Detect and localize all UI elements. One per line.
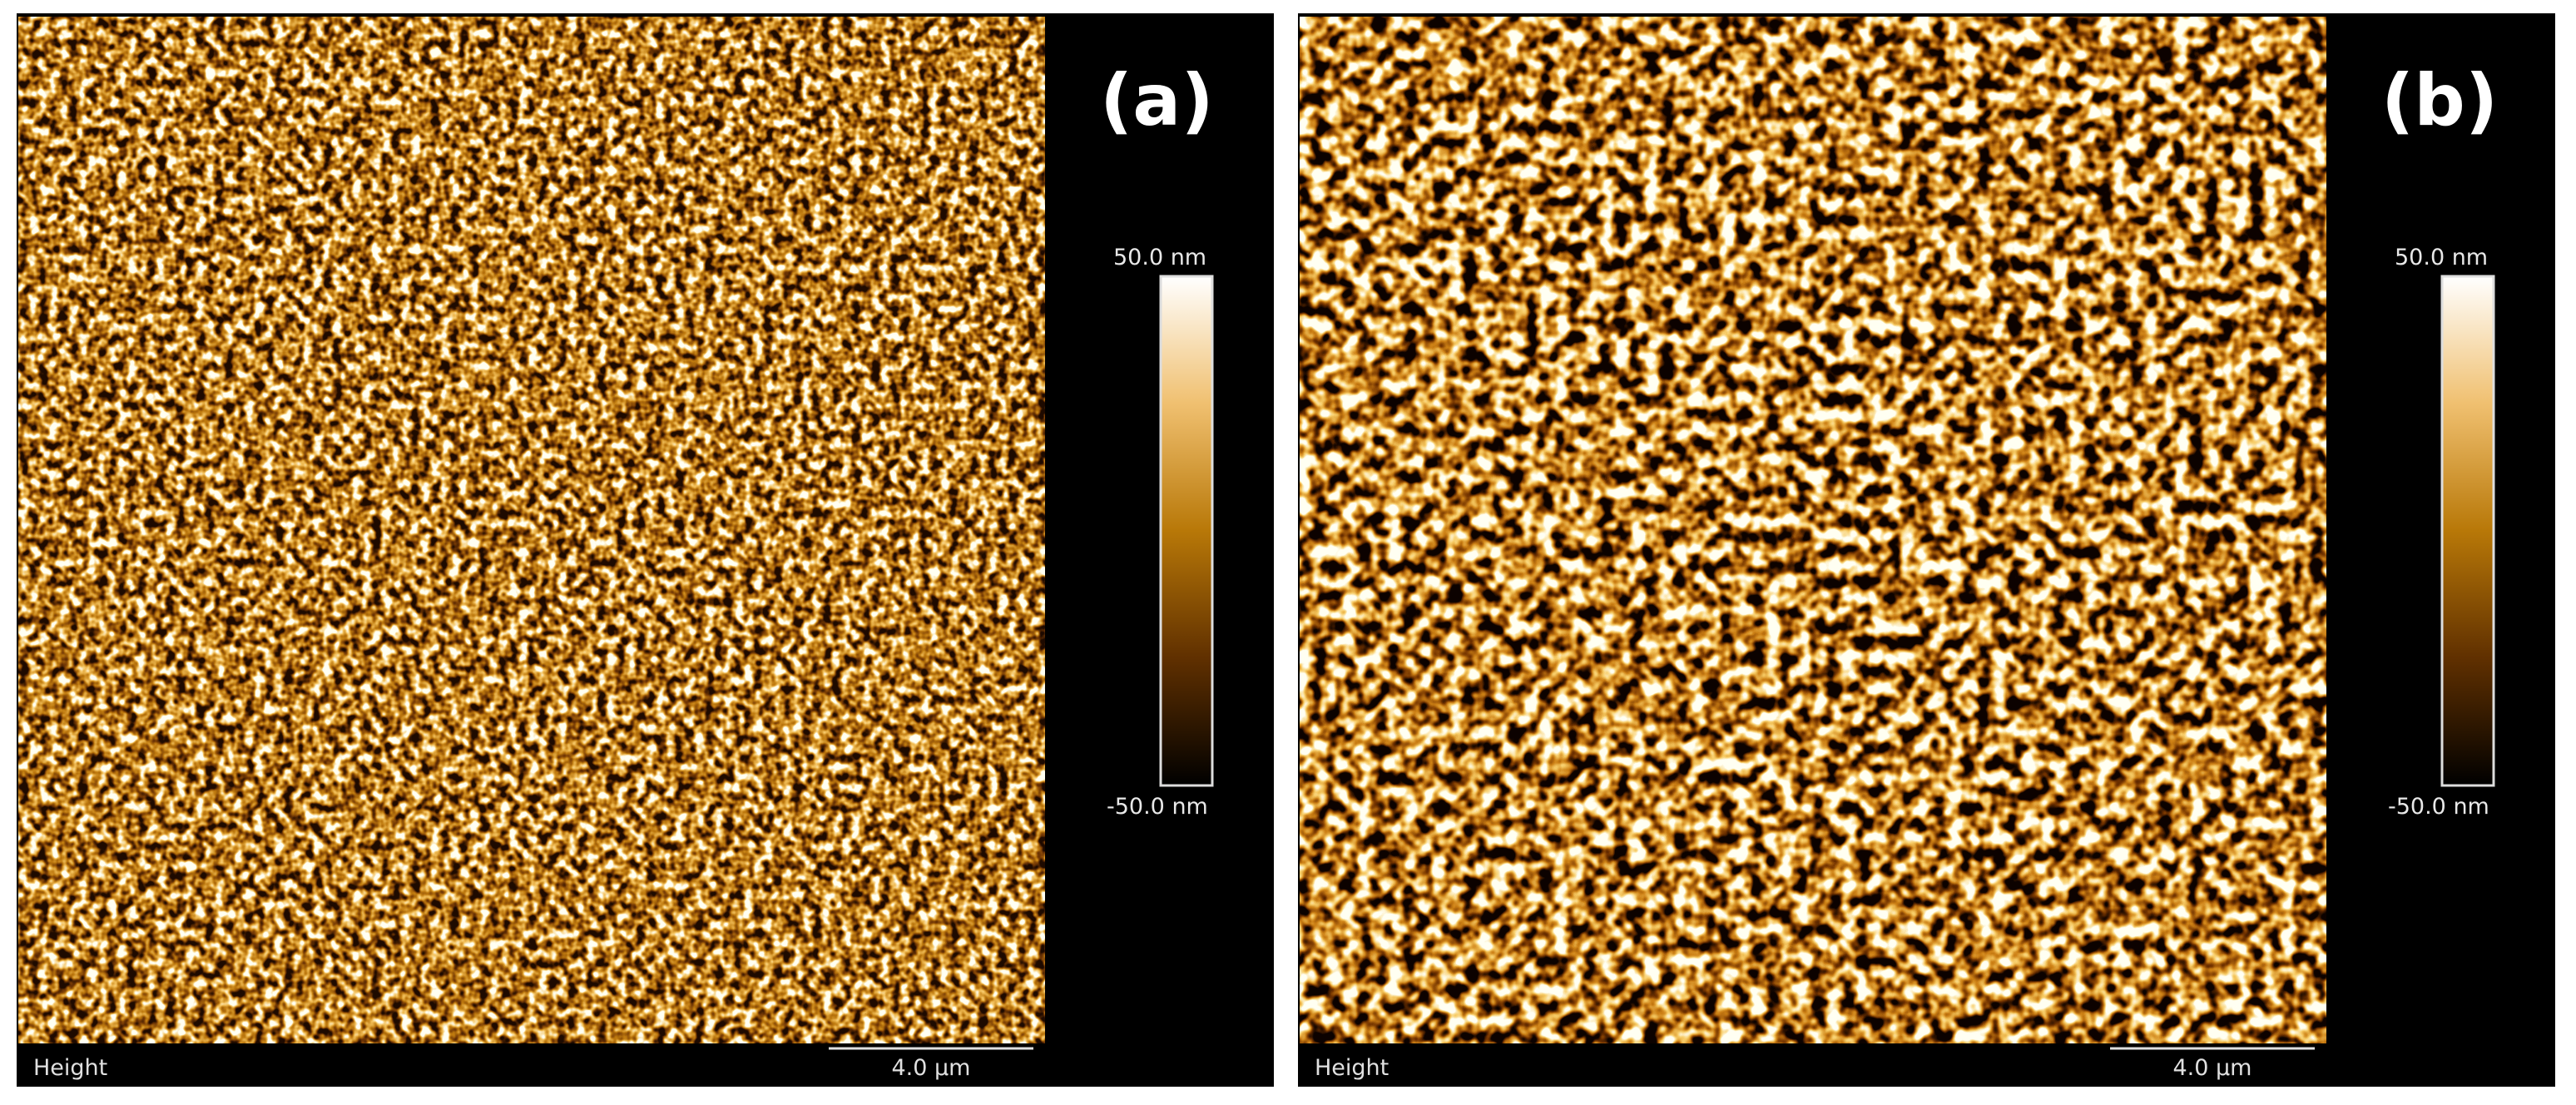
panel-a: (a) 50.0 nm -50.0 nm Height 4.0 µm xyxy=(17,13,1274,1087)
colorbar xyxy=(2440,275,2495,787)
afm-image xyxy=(1300,17,2326,1043)
panel-label: (b) xyxy=(2381,59,2498,142)
afm-image xyxy=(18,17,1045,1043)
channel-label: Height xyxy=(33,1055,107,1081)
channel-label: Height xyxy=(1315,1055,1389,1081)
scale-bar-label: 4.0 µm xyxy=(891,1055,970,1081)
colorbar-min: -50.0 nm xyxy=(2388,794,2489,820)
colorbar-max: 50.0 nm xyxy=(2395,245,2488,270)
panel-b: (b) 50.0 nm -50.0 nm Height 4.0 µm xyxy=(1298,13,2555,1087)
colorbar-max: 50.0 nm xyxy=(1113,245,1206,270)
scale-bar-label: 4.0 µm xyxy=(2172,1055,2252,1081)
colorbar xyxy=(1159,275,1214,787)
panel-label: (a) xyxy=(1100,59,1214,142)
colorbar-min: -50.0 nm xyxy=(1107,794,1208,820)
